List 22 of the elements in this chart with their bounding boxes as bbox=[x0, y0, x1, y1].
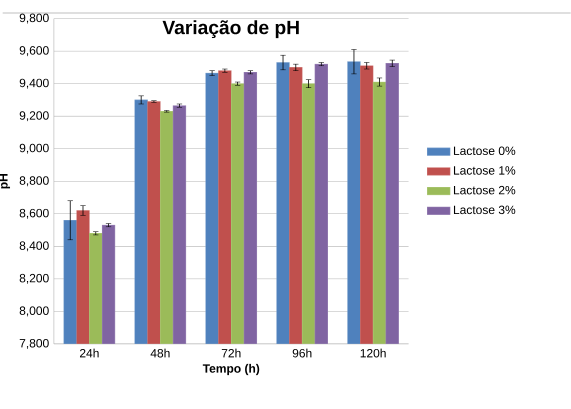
y-tick-label: 9,800 bbox=[20, 14, 49, 24]
x-tick-label: 24h bbox=[80, 348, 99, 358]
x-tick-label: 72h bbox=[222, 348, 240, 358]
legend-label: Lactose 3% bbox=[454, 206, 516, 214]
chart-title: Variação de pH bbox=[162, 20, 299, 38]
legend-label: Lactose 1% bbox=[454, 166, 516, 175]
x-tick-label: 96h bbox=[292, 348, 312, 358]
y-tick-label: 8,400 bbox=[20, 241, 49, 252]
legend-label: Lactose 0% bbox=[454, 146, 516, 156]
legend-label: Lactose 2% bbox=[454, 186, 516, 194]
y-tick-label: 8,200 bbox=[20, 274, 49, 284]
y-tick-label: 8,600 bbox=[20, 208, 49, 219]
x-axis-title: Tempo (h) bbox=[202, 364, 260, 376]
y-tick-label: 9,600 bbox=[20, 46, 49, 56]
y-tick-label: 9,000 bbox=[20, 144, 49, 154]
y-tick-label: 7,800 bbox=[20, 338, 49, 349]
x-tick-label: 48h bbox=[150, 348, 170, 358]
y-tick-label: 8,800 bbox=[20, 176, 49, 186]
x-tick-label: 120h bbox=[360, 348, 386, 358]
y-tick-label: 8,000 bbox=[20, 306, 49, 316]
y-tick-label: 9,200 bbox=[20, 111, 49, 122]
y-tick-label: 9,400 bbox=[20, 78, 49, 89]
